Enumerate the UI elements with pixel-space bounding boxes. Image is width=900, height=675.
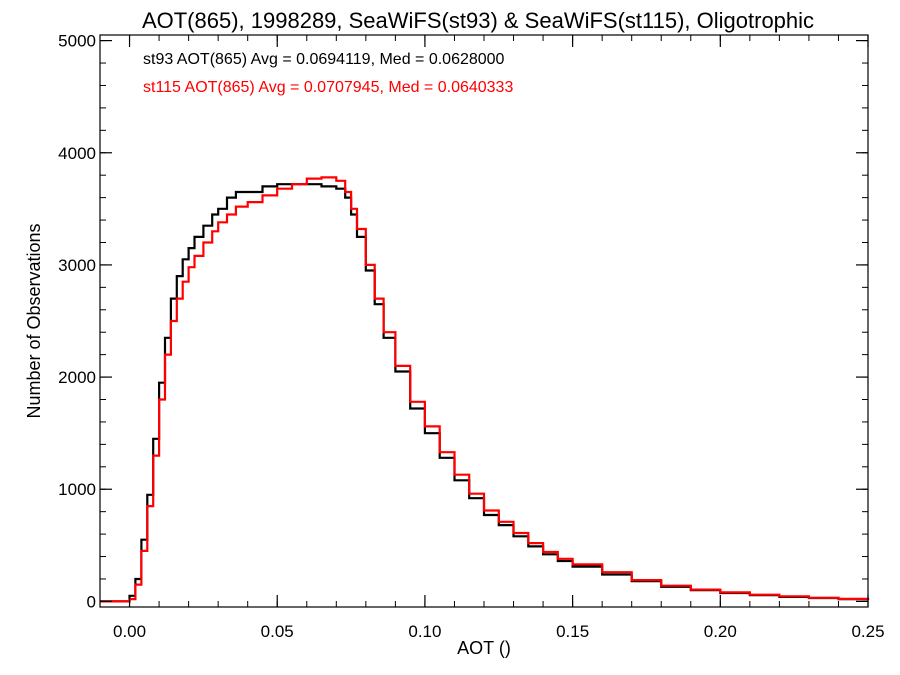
x-tick-label: 0.05: [261, 622, 294, 641]
x-tick-label: 0.25: [851, 622, 884, 641]
legend-entry-st93: st93 AOT(865) Avg = 0.0694119, Med = 0.0…: [143, 51, 505, 68]
legend-entry-st115: st115 AOT(865) Avg = 0.0707945, Med = 0.…: [143, 79, 513, 96]
plot-frame: [99, 34, 869, 608]
x-axis-label: AOT (): [457, 638, 511, 658]
x-tick-label: 0.20: [704, 622, 737, 641]
y-tick-label: 1000: [58, 480, 96, 499]
series-layer: [100, 176, 870, 603]
y-tick-label: 5000: [58, 32, 96, 51]
y-tick-label: 2000: [58, 368, 96, 387]
series-st115-line: [100, 176, 870, 603]
x-tick-label: 0.00: [113, 622, 146, 641]
y-axis-label: Number of Observations: [24, 223, 44, 418]
legend: st93 AOT(865) Avg = 0.0694119, Med = 0.0…: [143, 51, 513, 96]
x-tick-label: 0.10: [408, 622, 441, 641]
y-tick-label: 0: [87, 592, 96, 611]
chart-title: AOT(865), 1998289, SeaWiFS(st93) & SeaWi…: [142, 8, 814, 33]
y-tick-label: 3000: [58, 256, 96, 275]
y-tick-label: 4000: [58, 144, 96, 163]
series-st93-line: [100, 183, 870, 603]
ticks-layer: 0.00 0.05 0.10 0.15 0.20 0.25 0 1000 2000 3000 400…: [58, 32, 884, 641]
x-tick-label: 0.15: [556, 622, 589, 641]
